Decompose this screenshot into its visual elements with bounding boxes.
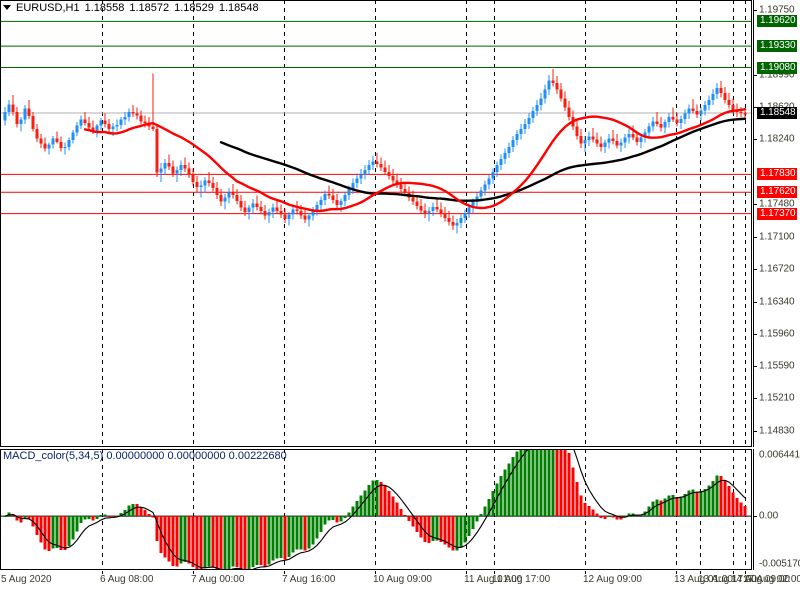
panel-border [0, 449, 752, 570]
time-axis-label: 7 Aug 00:00 [191, 574, 245, 585]
price-tick [753, 139, 757, 141]
price-axis-label: 1.18620 [759, 101, 795, 112]
candlestick-series [0, 0, 752, 447]
time-axis-label: 7 Aug 16:00 [282, 574, 336, 585]
macd-scale[interactable]: 0.0064412 0.00 -0.005170 [753, 449, 800, 570]
time-tick [466, 571, 467, 574]
time-tick [193, 571, 194, 574]
price-plot-area[interactable] [0, 0, 752, 447]
price-axis-label: 1.18990 [759, 69, 795, 81]
price-tick [753, 75, 757, 77]
panel-border [0, 0, 752, 447]
time-axis-label: 10 Aug 09:00 [373, 574, 432, 585]
price-tick [753, 269, 757, 271]
ma-fast-line [83, 108, 747, 213]
ohlc-low: 1.18529 [174, 1, 214, 14]
price-axis-label: 1.18240 [759, 133, 795, 145]
level-tag-support[interactable]: 1.17620 [757, 186, 798, 199]
level-tag-support[interactable]: 1.17370 [757, 207, 798, 220]
time-axis-label: 13 Aug 17:00 [698, 574, 757, 585]
price-axis-label: 1.17480 [759, 198, 795, 210]
macd-axis-label: 0.0064412 [759, 449, 800, 461]
current-price-tag: 1.18548 [757, 106, 798, 119]
time-tick [676, 571, 677, 574]
time-tick [745, 571, 746, 574]
time-axis-label: 13 Aug 01:00 [674, 574, 733, 585]
price-tick [753, 430, 757, 432]
chart-header: EURUSD,H1 1.18558 1.18572 1.18529 1.1854… [0, 0, 259, 15]
time-axis-label: 14 Aug 09:00 [731, 574, 790, 585]
price-tick [753, 10, 757, 12]
price-scale-divider [753, 0, 754, 447]
price-tick [753, 398, 757, 400]
level-tag-resistance[interactable]: 1.19620 [757, 15, 798, 28]
macd-tick [753, 516, 757, 518]
macd-scale-divider [753, 449, 754, 570]
price-axis-label: 1.17100 [759, 231, 795, 243]
macd-plot-area[interactable] [0, 449, 752, 570]
time-tick [284, 571, 285, 574]
macd-axis-label: 0.00 [759, 510, 779, 522]
time-tick [733, 571, 734, 574]
time-axis[interactable]: 5 Aug 2020 6 Aug 08:00 7 Aug 00:00 7 Aug 16… [0, 571, 800, 600]
ohlc-open: 1.18558 [84, 1, 125, 14]
price-axis-label: 1.16720 [759, 263, 795, 275]
price-tick [753, 236, 757, 238]
price-axis-label: 1.15210 [759, 392, 795, 404]
caret-down-icon[interactable] [3, 5, 11, 10]
price-tick [753, 301, 757, 303]
price-tick [753, 365, 757, 367]
time-tick [375, 571, 376, 574]
symbol-label: EURUSD,H1 [16, 1, 80, 14]
macd-signal-line [4, 449, 746, 570]
price-axis-label: 1.15590 [759, 360, 795, 372]
time-axis-label: 17 Aug 02:00 [743, 574, 800, 585]
ohlc-close: 1.18548 [218, 1, 259, 14]
time-axis-label: 6 Aug 08:00 [100, 574, 154, 585]
time-axis-label: 5 Aug 2020 [1, 574, 52, 585]
time-tick [102, 571, 103, 574]
time-axis-label: 11 Aug 01:00 [464, 574, 523, 585]
level-tag-resistance[interactable]: 1.19080 [757, 61, 798, 74]
price-panel[interactable] [0, 0, 752, 447]
price-tick [753, 334, 757, 336]
time-tick [494, 571, 495, 574]
level-tag-resistance[interactable]: 1.19330 [757, 40, 798, 53]
macd-panel[interactable]: MACD_color(5,34,5) 0.00000000 0.00000000… [0, 449, 752, 570]
time-axis-label: 11 Aug 17:00 [492, 574, 551, 585]
price-scale[interactable]: 1.19750 1.18990 1.18620 1.18240 1.17480 1.171… [753, 0, 800, 447]
macd-histogram-series [0, 449, 752, 570]
time-axis-label: 12 Aug 09:00 [583, 574, 642, 585]
macd-axis-label: -0.005170 [759, 558, 800, 570]
price-axis-label: 1.19750 [759, 4, 795, 16]
ma-slow-line [219, 117, 747, 202]
time-tick [700, 571, 701, 574]
candle-group [3, 69, 747, 234]
price-tick [753, 106, 757, 108]
price-axis-label: 1.14830 [759, 425, 795, 437]
price-axis-label: 1.16340 [759, 296, 795, 308]
time-tick [585, 571, 586, 574]
macd-title: MACD_color(5,34,5) 0.00000000 0.00000000… [3, 450, 287, 462]
level-tag-support[interactable]: 1.17830 [757, 168, 798, 181]
price-tick [753, 204, 757, 206]
price-axis-label: 1.15960 [759, 328, 795, 340]
ohlc-high: 1.18572 [129, 1, 170, 14]
macd-bar-group [3, 449, 747, 570]
